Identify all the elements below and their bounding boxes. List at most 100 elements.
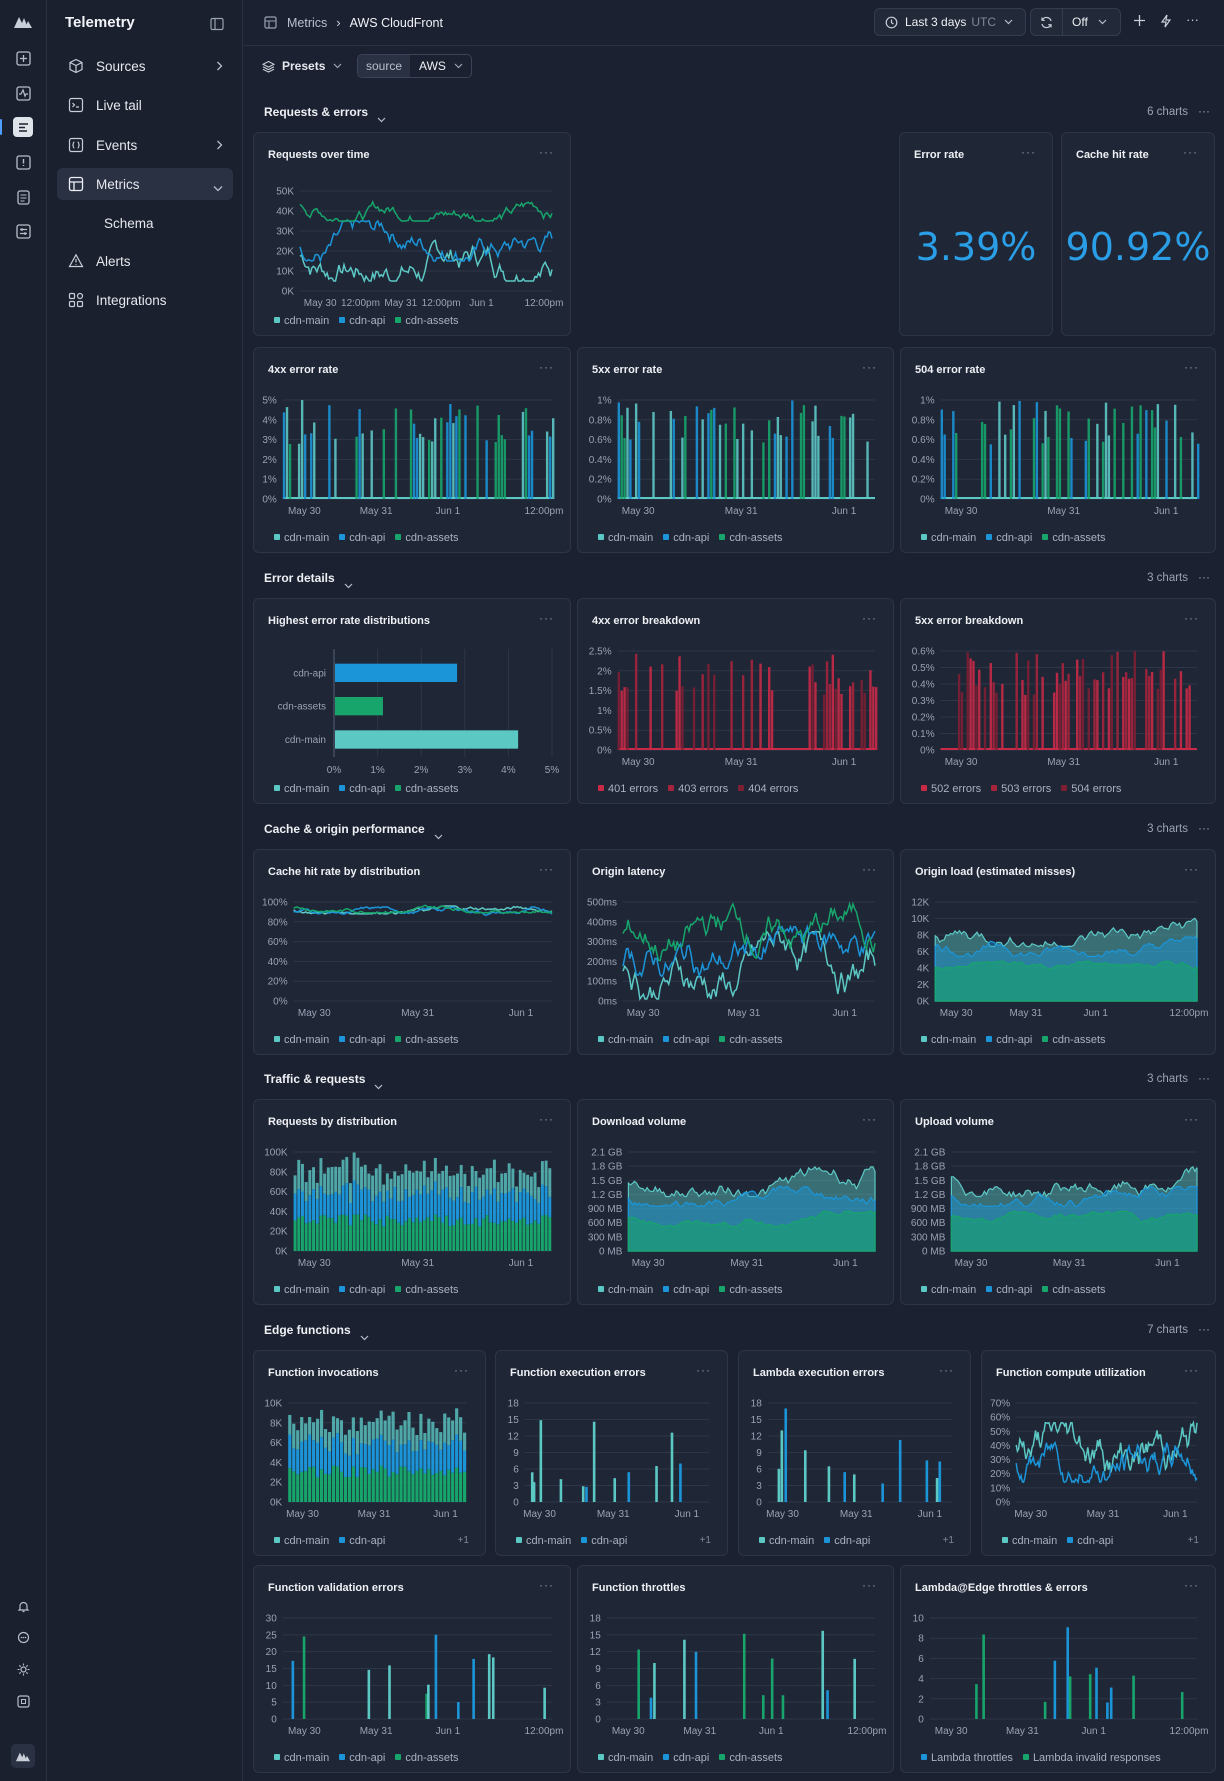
section-header[interactable]: Cache & origin performance 3 charts ··· [244,818,1224,842]
legend-item[interactable]: cdn-api [339,532,385,544]
legend-item[interactable]: cdn-assets [719,1752,783,1764]
legend-item[interactable]: cdn-api [581,1535,627,1547]
legend-item[interactable]: cdn-assets [1042,532,1106,544]
add-icon[interactable] [1133,14,1146,32]
sun-icon[interactable] [13,1659,33,1679]
legend-item[interactable]: cdn-assets [719,532,783,544]
source-filter[interactable]: source AWS [357,54,472,78]
legend-item[interactable]: cdn-main [274,1034,329,1046]
legend-item[interactable]: 503 errors [991,783,1051,795]
legend-item[interactable]: cdn-api [339,1535,385,1547]
nav-item-integrations[interactable]: Integrations [57,284,233,316]
activity-icon[interactable] [13,83,33,103]
panel-menu-icon[interactable]: ··· [539,1112,554,1126]
legend-item[interactable]: cdn-api [339,1034,385,1046]
legend-item[interactable]: cdn-main [598,1284,653,1296]
legend-item[interactable]: cdn-api [663,1034,709,1046]
legend-item[interactable]: cdn-api [339,1284,385,1296]
refresh-control[interactable]: Off [1030,8,1121,36]
sliders-icon[interactable] [13,221,33,241]
panel-menu-icon[interactable]: ··· [1021,145,1036,159]
logs-icon[interactable] [0,117,33,137]
legend-item[interactable]: 403 errors [668,783,728,795]
legend-item[interactable]: cdn-assets [395,315,459,327]
breadcrumb-root[interactable]: Metrics [287,15,328,30]
legend-item[interactable]: cdn-main [1002,1535,1057,1547]
lightning-icon[interactable] [1160,14,1172,33]
legend-item[interactable]: cdn-api [824,1535,870,1547]
more-icon[interactable]: ··· [1198,821,1210,835]
legend-item[interactable]: cdn-assets [1042,1034,1106,1046]
legend-item[interactable]: cdn-main [274,315,329,327]
more-icon[interactable]: ··· [1198,104,1210,118]
panel-menu-icon[interactable]: ··· [454,1363,469,1377]
panel-menu-icon[interactable]: ··· [1184,360,1199,374]
legend-item[interactable]: cdn-main [274,532,329,544]
legend-item[interactable]: cdn-main [759,1535,814,1547]
legend-item[interactable]: cdn-main [516,1535,571,1547]
panel-menu-icon[interactable]: ··· [539,611,554,625]
legend-item[interactable]: Lambda throttles [921,1752,1013,1764]
legend-item[interactable]: cdn-assets [395,532,459,544]
panel-menu-icon[interactable]: ··· [539,360,554,374]
legend-item[interactable]: cdn-api [986,1284,1032,1296]
command-icon[interactable] [13,1691,33,1711]
panel-menu-icon[interactable]: ··· [1184,862,1199,876]
nav-item-events[interactable]: Events [57,129,233,161]
legend-item[interactable]: cdn-main [274,1535,329,1547]
panel-menu-icon[interactable]: ··· [862,611,877,625]
legend-more[interactable]: +1 [699,1535,711,1546]
more-icon[interactable]: ··· [1186,12,1199,27]
legend-item[interactable]: cdn-assets [395,783,459,795]
nav-item-live-tail[interactable]: Live tail [57,89,233,121]
legend-item[interactable]: Lambda invalid responses [1022,1752,1161,1764]
legend-more[interactable]: +1 [942,1535,954,1546]
panel-menu-icon[interactable]: ··· [939,1363,954,1377]
nav-item-metrics[interactable]: Metrics [57,168,233,200]
chat-icon[interactable] [13,1627,33,1647]
refresh-button[interactable] [1031,9,1063,35]
more-icon[interactable]: ··· [1198,1071,1210,1085]
panel-menu-icon[interactable]: ··· [1184,1578,1199,1592]
legend-item[interactable]: cdn-assets [719,1034,783,1046]
legend-item[interactable]: cdn-assets [395,1284,459,1296]
legend-item[interactable]: cdn-api [663,532,709,544]
panel-menu-icon[interactable]: ··· [539,862,554,876]
add-panel-icon[interactable] [13,48,33,68]
legend-item[interactable]: cdn-main [274,783,329,795]
section-header[interactable]: Edge functions 7 charts ··· [244,1319,1224,1343]
legend-item[interactable]: cdn-api [339,1752,385,1764]
panel-menu-icon[interactable]: ··· [1184,1112,1199,1126]
more-icon[interactable]: ··· [1198,570,1210,584]
more-icon[interactable]: ··· [1198,1322,1210,1336]
collapse-sidebar-icon[interactable] [210,17,224,36]
legend-more[interactable]: +1 [1187,1535,1199,1546]
alert-icon[interactable] [13,152,33,172]
legend-item[interactable]: cdn-main [921,1034,976,1046]
legend-item[interactable]: cdn-api [663,1752,709,1764]
legend-item[interactable]: cdn-api [986,1034,1032,1046]
legend-item[interactable]: cdn-main [598,532,653,544]
panel-menu-icon[interactable]: ··· [862,1578,877,1592]
legend-item[interactable]: cdn-api [339,315,385,327]
legend-item[interactable]: cdn-api [339,783,385,795]
legend-item[interactable]: cdn-assets [719,1284,783,1296]
legend-item[interactable]: cdn-assets [395,1752,459,1764]
document-icon[interactable] [13,187,33,207]
panel-menu-icon[interactable]: ··· [862,360,877,374]
time-range-picker[interactable]: Last 3 days UTC [874,8,1026,36]
nav-item-schema[interactable]: Schema [57,207,233,239]
nav-item-alerts[interactable]: Alerts [57,245,233,277]
legend-item[interactable]: cdn-main [274,1752,329,1764]
legend-item[interactable]: 404 errors [738,783,798,795]
section-header[interactable]: Error details 3 charts ··· [244,567,1224,591]
legend-item[interactable]: 504 errors [1061,783,1121,795]
legend-item[interactable]: cdn-main [921,1284,976,1296]
panel-menu-icon[interactable]: ··· [1184,1363,1199,1377]
legend-item[interactable]: cdn-assets [1042,1284,1106,1296]
panel-menu-icon[interactable]: ··· [862,1112,877,1126]
legend-item[interactable]: cdn-main [598,1752,653,1764]
legend-item[interactable]: cdn-assets [395,1034,459,1046]
legend-item[interactable]: cdn-api [663,1284,709,1296]
legend-item[interactable]: cdn-api [986,532,1032,544]
